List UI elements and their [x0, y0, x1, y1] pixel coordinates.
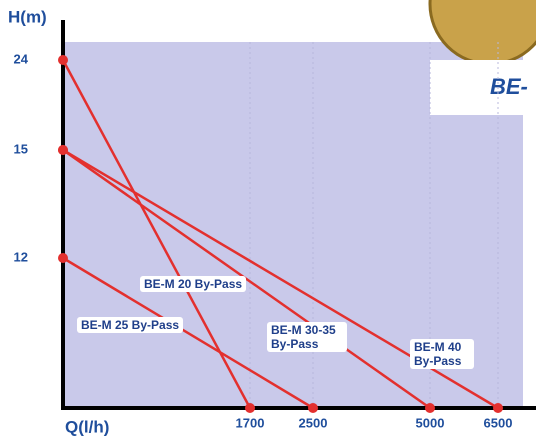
y-tick-label: 15	[14, 141, 28, 156]
x-tick-label: 1700	[236, 415, 265, 430]
point	[308, 403, 318, 413]
series-label: BE-M 20 By-Pass	[140, 276, 247, 292]
x-tick-label: 2500	[299, 415, 328, 430]
point	[245, 403, 255, 413]
y-axis-title: H(m)	[8, 7, 47, 26]
point	[58, 145, 68, 155]
point	[493, 403, 503, 413]
y-tick-label: 12	[14, 249, 28, 264]
x-tick-label: 6500	[484, 415, 513, 430]
series-line	[62, 148, 431, 410]
point	[425, 403, 435, 413]
point	[58, 55, 68, 65]
x-tick-label: 5000	[416, 415, 445, 430]
series-line	[61, 59, 252, 409]
point	[58, 253, 68, 263]
series-label: BE-M 40 By-Pass	[410, 339, 474, 369]
series-label: BE-M 25 By-Pass	[77, 317, 184, 333]
series-label: BE-M 30-35 By-Pass	[267, 322, 347, 352]
y-tick-label: 24	[14, 51, 29, 66]
brand: BE-	[490, 74, 528, 99]
logo-bg	[430, 60, 536, 115]
series-line	[62, 256, 314, 410]
x-axis-title: Q(l/h)	[65, 417, 109, 436]
